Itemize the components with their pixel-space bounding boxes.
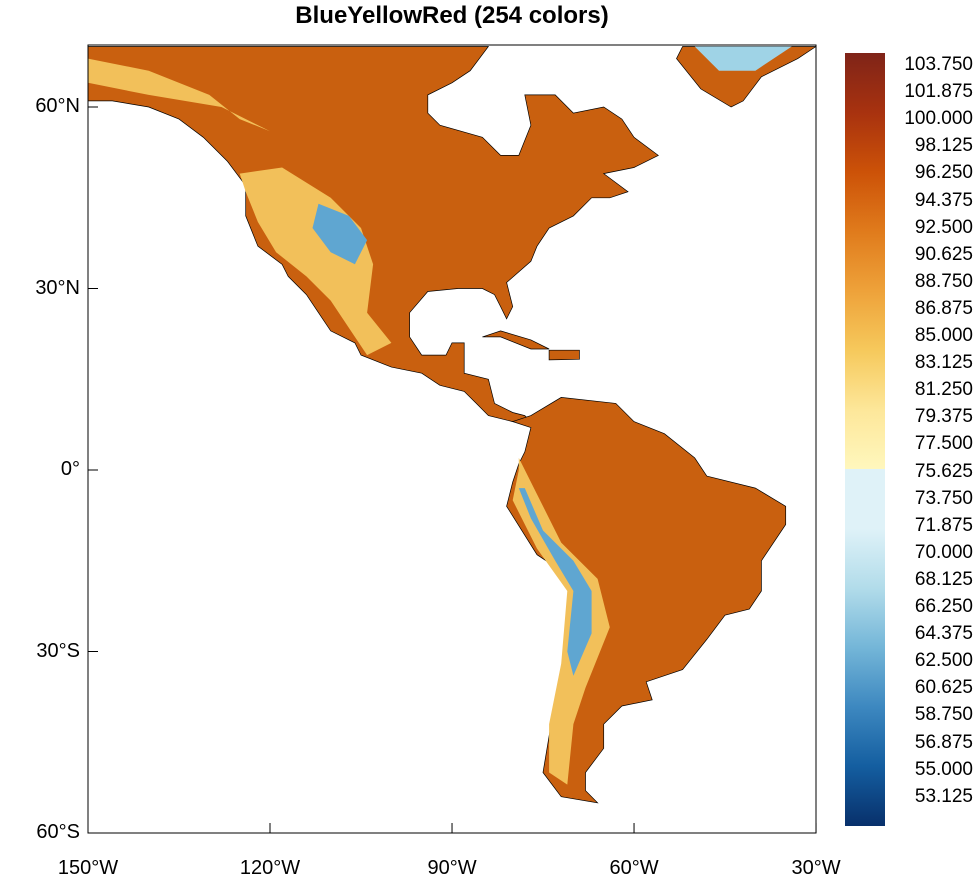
colorbar-label: 85.000 — [914, 325, 973, 346]
lon-label: 30°W — [791, 857, 841, 879]
lat-label: 30°S — [36, 639, 80, 662]
colorbar-label: 62.500 — [914, 650, 973, 672]
andes-highlands — [512, 457, 610, 785]
map-title: BlueYellowRed (254 colors) — [295, 2, 609, 29]
colorbar-label: 68.125 — [914, 568, 973, 590]
colorbar-label: 56.875 — [914, 731, 973, 753]
lon-label: 150°W — [57, 857, 119, 879]
colorbar-label: 75.625 — [914, 460, 973, 482]
colorbar-label: 103.750 — [904, 54, 973, 75]
colorbar-label: 100.000 — [904, 108, 973, 130]
colorbar-label: 83.125 — [914, 352, 973, 374]
colorbar-label: 86.875 — [914, 297, 973, 319]
colorbar-label: 101.875 — [904, 81, 973, 103]
colorbar-label: 64.375 — [914, 623, 973, 645]
lat-label: 60°S — [36, 821, 80, 843]
north-america — [88, 46, 659, 422]
colorbar-label: 66.250 — [914, 596, 973, 617]
alaska-highlands — [88, 58, 270, 132]
lat-label: 0° — [60, 458, 80, 480]
western-highlands — [239, 167, 392, 356]
greenland-ice — [694, 46, 792, 71]
lon-label: 90°W — [427, 857, 477, 879]
colorbar-label: 92.500 — [914, 216, 973, 238]
colorbar-label: 70.000 — [914, 541, 973, 563]
colorbar-label: 96.250 — [914, 162, 973, 184]
lon-label: 120°W — [239, 857, 301, 879]
lat-label: 30°N — [35, 276, 80, 299]
lat-label: 60°N — [35, 95, 80, 117]
hispaniola — [548, 349, 580, 361]
colorbar-label: 55.000 — [914, 758, 973, 780]
south-america — [506, 397, 787, 804]
cuba — [482, 330, 550, 350]
colorbar-label: 73.750 — [914, 487, 973, 509]
colorbar — [845, 53, 885, 826]
andes-mountains — [518, 488, 592, 676]
colorbar-label: 98.125 — [914, 135, 973, 157]
colorbar-label: 77.500 — [914, 433, 973, 455]
colorbar-label: 90.625 — [914, 243, 973, 265]
colorbar-label: 60.625 — [914, 677, 973, 699]
colorbar-label: 71.875 — [914, 514, 973, 536]
colorbar-label: 58.750 — [914, 704, 973, 726]
colorbar-label: 88.750 — [914, 270, 973, 292]
rocky-mountains — [312, 203, 368, 265]
colorbar-label: 53.125 — [914, 785, 973, 807]
colorbar-label: 94.375 — [914, 189, 973, 211]
lon-label: 60°W — [609, 857, 659, 879]
colorbar-label: 81.250 — [914, 379, 973, 401]
colorbar-label: 79.375 — [914, 406, 973, 428]
